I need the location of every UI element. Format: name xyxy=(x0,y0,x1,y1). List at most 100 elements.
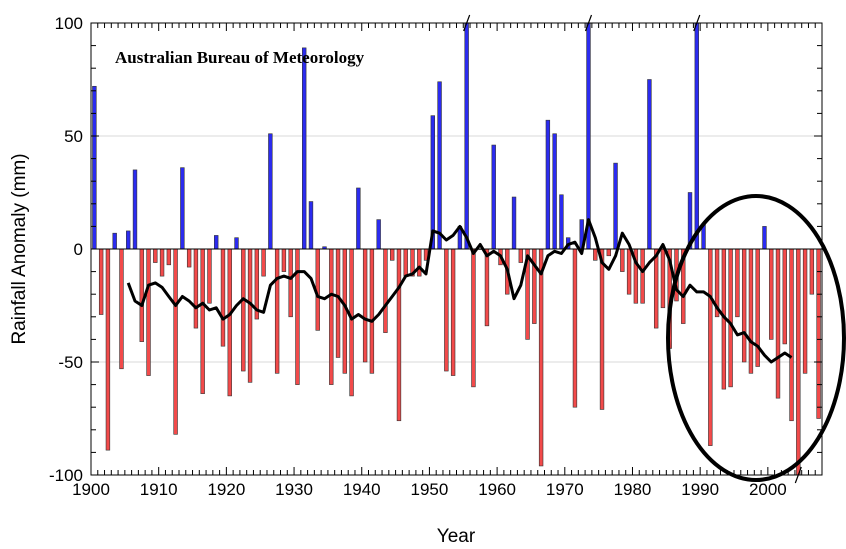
bar xyxy=(403,248,408,277)
bar xyxy=(593,248,598,261)
bar xyxy=(762,226,767,250)
bar xyxy=(559,194,564,250)
bar xyxy=(782,248,787,345)
bar xyxy=(227,248,232,397)
bar xyxy=(816,248,821,419)
x-tick-label: 1990 xyxy=(681,480,719,499)
x-tick-label: 1910 xyxy=(140,480,178,499)
bar xyxy=(471,248,476,388)
bar xyxy=(349,248,354,397)
y-tick-label: 0 xyxy=(74,240,83,259)
y-axis-title: Rainfall Anomaly (mm) xyxy=(9,153,30,344)
bar xyxy=(119,248,124,370)
bar xyxy=(153,248,158,263)
bar xyxy=(626,248,632,295)
bar xyxy=(620,248,625,272)
bar xyxy=(532,248,537,324)
chart-annotation: Australian Bureau of Meteorology xyxy=(115,48,365,67)
bar xyxy=(660,248,666,309)
bar xyxy=(809,248,815,295)
y-tick-label: 50 xyxy=(64,127,83,146)
bar xyxy=(234,237,239,250)
bar xyxy=(653,248,659,329)
bar xyxy=(511,196,517,250)
bar xyxy=(769,248,774,340)
bar xyxy=(288,248,293,318)
y-tick-label: -100 xyxy=(49,466,83,485)
bar xyxy=(132,169,138,250)
x-tick-label: 1920 xyxy=(207,480,245,499)
x-tick-label: 1900 xyxy=(72,480,110,499)
bar xyxy=(241,248,246,372)
bar xyxy=(396,248,402,422)
bar xyxy=(599,248,605,410)
y-tick-label: -50 xyxy=(58,353,83,372)
x-tick-label: 1950 xyxy=(411,480,449,499)
bar xyxy=(207,248,212,304)
bar xyxy=(647,79,652,250)
bar xyxy=(200,248,205,394)
bar xyxy=(538,248,544,467)
trend-line xyxy=(126,218,793,364)
bar xyxy=(518,248,523,263)
bar xyxy=(417,248,422,277)
axis-ticks xyxy=(90,22,823,476)
bar xyxy=(180,167,185,250)
bar xyxy=(112,232,117,250)
bar xyxy=(430,115,435,250)
bar xyxy=(146,248,151,376)
bar xyxy=(586,22,591,250)
bar xyxy=(789,248,794,422)
bar xyxy=(728,248,733,388)
y-tick-label: 100 xyxy=(55,14,83,33)
bar xyxy=(802,248,808,374)
highlight-circle xyxy=(666,194,846,482)
bar xyxy=(735,248,740,318)
bar xyxy=(126,230,131,250)
bar xyxy=(220,248,226,347)
bar xyxy=(295,248,300,385)
bar xyxy=(92,85,97,250)
bar xyxy=(247,248,253,383)
x-tick-label: 1940 xyxy=(343,480,381,499)
bar xyxy=(335,248,341,358)
bar xyxy=(369,248,375,374)
bar xyxy=(268,133,273,250)
bar xyxy=(464,22,469,250)
bar xyxy=(741,248,747,363)
bar xyxy=(329,248,334,385)
bar xyxy=(572,248,578,408)
bar xyxy=(796,248,801,476)
bar xyxy=(613,162,618,250)
bar xyxy=(173,248,178,435)
bar xyxy=(214,235,219,250)
bar xyxy=(308,201,314,250)
bar xyxy=(356,187,361,250)
bar xyxy=(606,248,611,257)
bar xyxy=(545,119,551,250)
x-tick-label: 1960 xyxy=(478,480,516,499)
x-axis-title: Year xyxy=(437,526,476,547)
bar xyxy=(640,248,645,304)
bar xyxy=(694,22,699,250)
bar xyxy=(437,81,442,250)
bar xyxy=(302,47,307,250)
bar xyxy=(748,248,754,374)
bar xyxy=(390,248,395,261)
x-tick-label: 1970 xyxy=(546,480,584,499)
bar xyxy=(362,248,368,363)
bar xyxy=(159,248,165,277)
bar xyxy=(98,248,104,315)
bar xyxy=(376,219,381,250)
bar xyxy=(261,248,266,277)
y-tick-labels: 100 50 0 -50 -100 xyxy=(49,14,83,485)
bar xyxy=(186,248,192,268)
bar xyxy=(484,248,490,327)
bar xyxy=(281,248,287,272)
bar xyxy=(491,144,496,250)
bar xyxy=(193,248,199,329)
x-tick-label: 1980 xyxy=(614,480,652,499)
bar xyxy=(105,248,111,451)
bar xyxy=(166,248,172,266)
